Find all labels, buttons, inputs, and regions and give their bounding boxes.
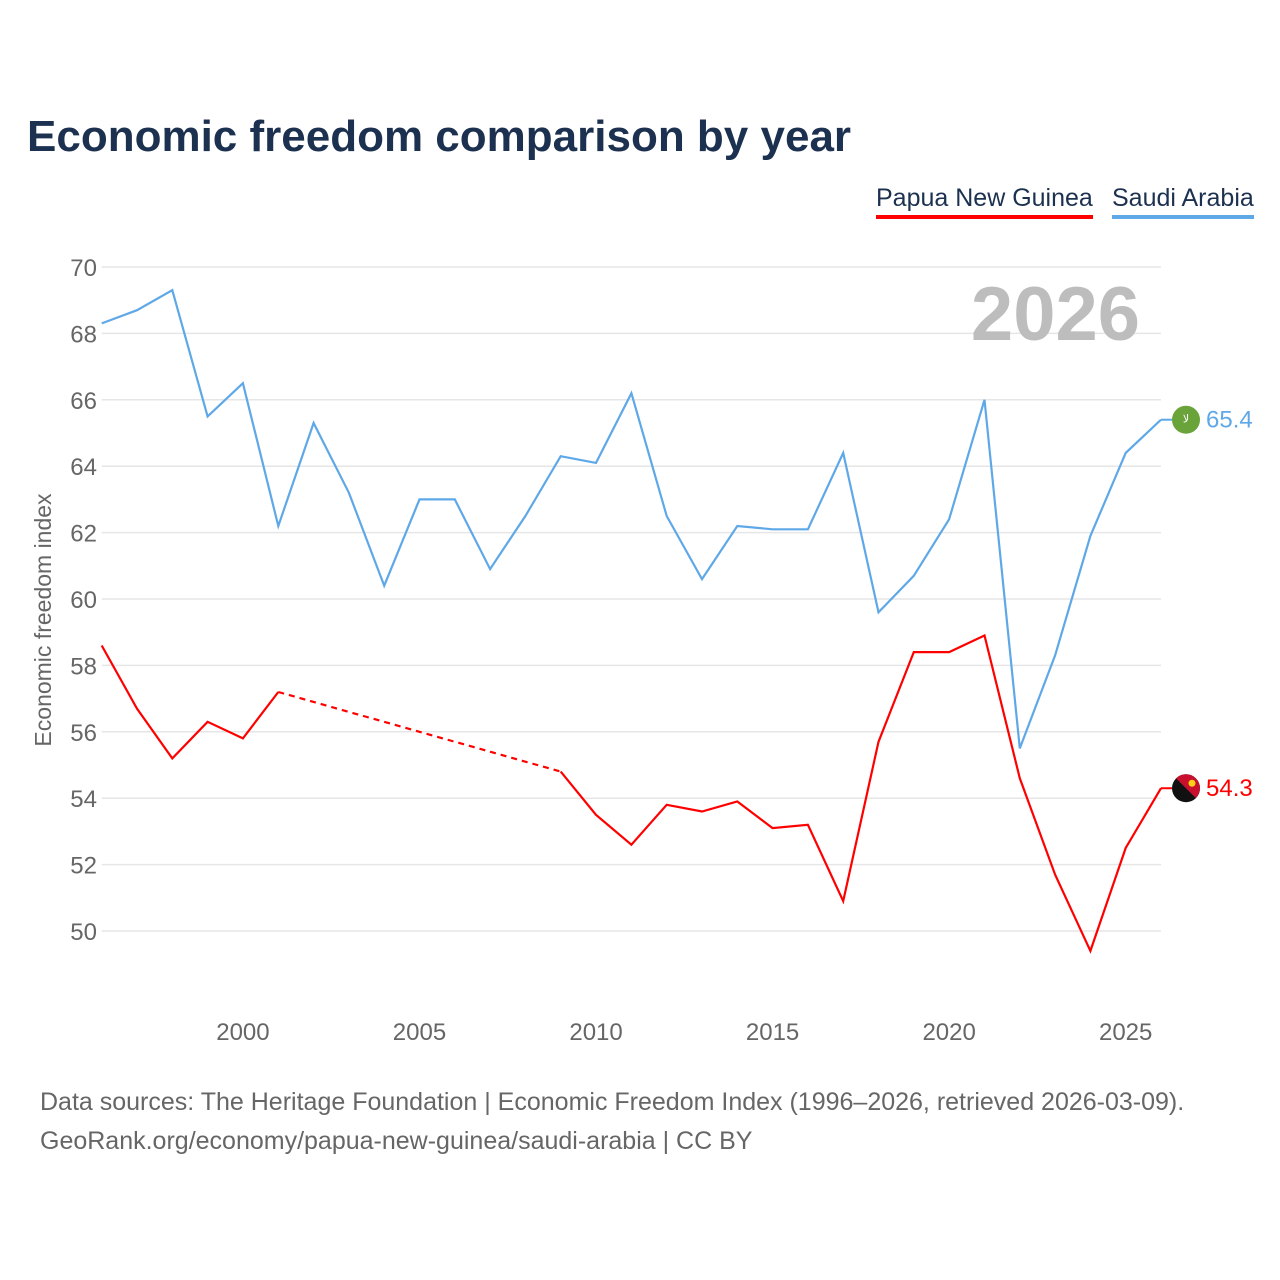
y-tick-label: 60 — [70, 587, 97, 614]
y-tick-label: 70 — [70, 255, 97, 282]
legend-papua-new-guinea[interactable]: Papua New Guinea — [876, 184, 1093, 219]
y-tick-label: 54 — [70, 786, 97, 813]
footer-link[interactable]: GeoRank.org/economy/papua-new-guinea/sau… — [40, 1127, 753, 1155]
series-line-papua-new-guinea — [100, 633, 1162, 954]
end-value-label-saudi-arabia: 65.4 — [1206, 407, 1253, 434]
x-tick-label: 2000 — [216, 1019, 269, 1046]
x-tick-label: 2025 — [1099, 1019, 1152, 1046]
footer-sources: Data sources: The Heritage Foundation | … — [40, 1088, 1185, 1116]
flag-red-half-icon — [1176, 774, 1200, 799]
end-value-label-papua-new-guinea: 54.3 — [1206, 775, 1253, 802]
y-tick-label: 56 — [70, 720, 97, 747]
series-gap-line-papua-new-guinea — [278, 690, 561, 773]
y-tick-label: 66 — [70, 388, 97, 415]
chart-title: Economic freedom comparison by year — [27, 112, 852, 161]
saudi-arabia-flag-icon — [1172, 405, 1200, 434]
y-tick-label: 64 — [70, 454, 97, 481]
series-line-saudi-arabia — [101, 288, 1162, 749]
x-tick-label: 2020 — [922, 1019, 975, 1046]
y-tick-label: 68 — [70, 321, 97, 348]
flag-script-icon: لا — [1183, 413, 1189, 426]
y-tick-label: 58 — [70, 653, 97, 680]
x-tick-label: 2015 — [746, 1019, 799, 1046]
y-tick-label: 62 — [70, 521, 97, 548]
y-axis-label: Economic freedom index — [30, 493, 56, 747]
y-tick-label: 50 — [70, 919, 97, 946]
year-watermark: 2026 — [971, 272, 1140, 357]
y-tick-label: 52 — [70, 853, 97, 880]
legend-saudi-arabia[interactable]: Saudi Arabia — [1112, 184, 1254, 219]
x-tick-label: 2010 — [569, 1019, 622, 1046]
x-tick-label: 2005 — [393, 1019, 446, 1046]
flag-bird-icon — [1188, 779, 1196, 787]
